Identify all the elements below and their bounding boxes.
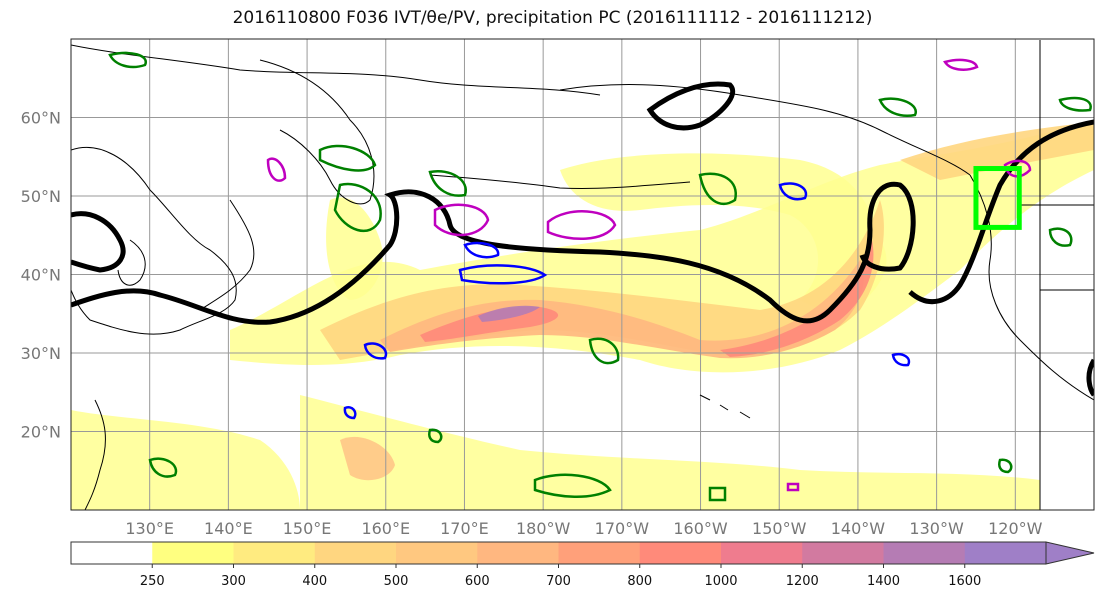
coastline-asia: [71, 146, 237, 335]
colorbar-tick-label: 500: [384, 574, 409, 589]
map-frame: [70, 38, 1095, 511]
ivt-band-600: [380, 260, 864, 359]
pv-contours-blue: [343, 182, 911, 420]
lat-label: 30°N: [21, 344, 61, 363]
pv-contours-magenta: [266, 58, 1032, 492]
colorbar-segment: [558, 542, 641, 564]
colorbar-segment: [314, 542, 397, 564]
coastline-aleutians: [429, 174, 691, 190]
pv-contours: [108, 51, 1092, 502]
lon-label: 140°E: [204, 519, 253, 538]
coastline-alaska: [559, 84, 971, 176]
coastline-japan: [199, 199, 255, 311]
colorbar-segment: [233, 542, 316, 564]
colorbar-segment: [883, 542, 966, 564]
colorbar-segment: [721, 542, 803, 564]
colorbar-tick-label: 700: [546, 574, 571, 589]
coastline-korea: [117, 239, 146, 286]
colorbar-segment: [802, 542, 884, 564]
lon-label: 130°E: [125, 519, 174, 538]
coastline-na-borders: [1020, 40, 1094, 510]
ivt-shading: [71, 120, 1094, 510]
colorbar-segment: [396, 542, 478, 564]
lon-label: 150°W: [752, 519, 807, 538]
lon-label: 170°E: [440, 519, 489, 538]
colorbar-segment: [152, 542, 234, 564]
colorbar-segment: [639, 542, 722, 564]
ivt-band-w: [340, 436, 395, 481]
colorbar-labels: 250 300 400 500 600 700 800 1000 1200 1400 1600: [140, 564, 981, 589]
colorbar-tick-label: 800: [627, 574, 652, 589]
colorbar-segment: [71, 542, 153, 564]
lon-label: 160°W: [673, 519, 728, 538]
coastline-kamchatka: [259, 59, 375, 205]
coastline-taiwan-ph: [84, 399, 106, 510]
longitude-labels: 130°E 140°E 150°E 160°E 170°E 180°W 170°W 160°W…: [125, 519, 1042, 538]
theta-e-contours: [71, 81, 1094, 397]
colorbar-tick-label: 1200: [786, 574, 819, 589]
lon-label: 130°W: [909, 519, 964, 538]
lon-label: 170°W: [595, 519, 650, 538]
colorbar: [70, 541, 1095, 565]
lon-label: 150°E: [283, 519, 332, 538]
coastline-hawaii: [699, 394, 751, 419]
ivt-band-1400: [478, 305, 540, 322]
highlight-box: [973, 166, 1022, 230]
lon-label: 120°W: [988, 519, 1043, 538]
map-title: 2016110800 F036 IVT/θe/PV, precipitation…: [232, 8, 873, 28]
colorbar-tick-label: 250: [140, 574, 165, 589]
latitude-labels: 60°N 50°N 40°N 30°N 20°N: [21, 109, 61, 442]
colorbar-tick-label: 1600: [948, 574, 981, 589]
lat-label: 40°N: [21, 266, 61, 285]
lon-label: 140°W: [831, 519, 886, 538]
theta-e-north: [646, 81, 736, 131]
ivt-band-250d: [71, 410, 300, 510]
theta-e-west: [71, 211, 126, 273]
ivt-band-1000: [420, 306, 559, 342]
pv-contours-green: [108, 51, 1092, 502]
colorbar-tick-label: 1400: [867, 574, 900, 589]
theta-e-sw: [1086, 358, 1094, 397]
ivt-band-250c: [300, 395, 1040, 510]
colorbar-tick-label: 1000: [704, 574, 737, 589]
colorbar-segment: [964, 542, 1047, 564]
lon-label: 160°E: [361, 519, 410, 538]
colorbar-extend-arrow: [1045, 541, 1095, 565]
colorbar-tick-label: 300: [221, 574, 246, 589]
lat-label: 60°N: [21, 109, 61, 128]
colorbar-tick-label: 600: [465, 574, 490, 589]
coastline-siberia: [71, 44, 601, 96]
colorbar-tick-label: 400: [302, 574, 327, 589]
lon-label: 180°W: [516, 519, 571, 538]
lat-label: 20°N: [21, 423, 61, 442]
colorbar-segment: [477, 542, 559, 564]
theta-e-main: [71, 119, 1094, 325]
lat-label: 50°N: [21, 187, 61, 206]
